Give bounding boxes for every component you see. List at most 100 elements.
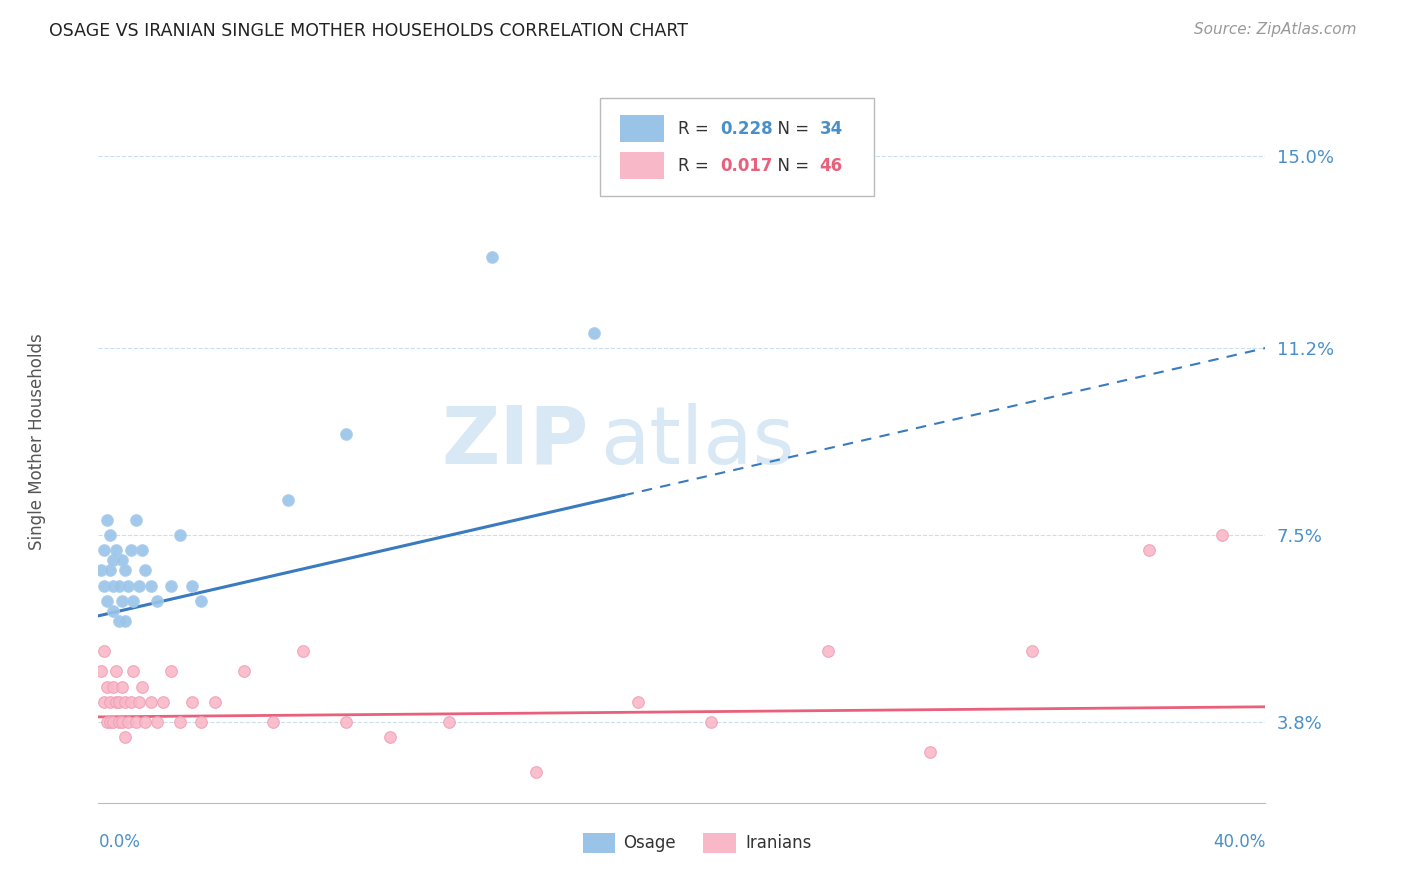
Point [131, 680, 153, 694]
Point [134, 563, 156, 577]
Point [817, 644, 839, 658]
Text: 0.228: 0.228 [720, 120, 773, 137]
Point [122, 665, 145, 679]
Point [114, 563, 136, 577]
Point [204, 695, 226, 709]
Point [96, 593, 118, 607]
Point [125, 714, 148, 729]
Point [120, 695, 142, 709]
Point [101, 714, 124, 729]
Point [101, 680, 124, 694]
Text: R =: R = [679, 120, 714, 137]
Point [152, 695, 174, 709]
Point [111, 593, 134, 607]
Text: 0.017: 0.017 [720, 156, 773, 175]
Point [93, 578, 115, 592]
Point [125, 513, 148, 527]
Point [117, 714, 139, 729]
Point [335, 427, 357, 442]
Point [233, 665, 256, 679]
Point [335, 714, 357, 729]
Text: Single Mother Households: Single Mother Households [28, 334, 46, 549]
Bar [703, 833, 735, 854]
Point [190, 714, 212, 729]
Point [128, 695, 150, 709]
Point [262, 714, 284, 729]
Point [101, 604, 124, 618]
Text: Source: ZipAtlas.com: Source: ZipAtlas.com [1194, 22, 1357, 37]
Point [291, 644, 314, 658]
Text: 0.0%: 0.0% [98, 833, 141, 851]
Point [1211, 528, 1233, 542]
Point [111, 680, 134, 694]
Point [93, 695, 115, 709]
Point [111, 714, 134, 729]
Text: 46: 46 [820, 156, 842, 175]
Point [277, 492, 299, 507]
Point [93, 644, 115, 658]
Text: 40.0%: 40.0% [1213, 833, 1265, 851]
Point [90, 665, 112, 679]
Text: 34: 34 [820, 120, 842, 137]
Text: Iranians: Iranians [745, 833, 811, 852]
Bar [582, 833, 616, 854]
Point [146, 593, 169, 607]
Point [101, 553, 124, 567]
Point [437, 714, 460, 729]
Point [98, 563, 121, 577]
Point [96, 680, 118, 694]
Point [134, 714, 156, 729]
Point [918, 745, 941, 759]
Point [380, 730, 402, 744]
Point [583, 326, 606, 340]
Point [128, 578, 150, 592]
Point [117, 578, 139, 592]
Point [114, 730, 136, 744]
Point [90, 563, 112, 577]
Point [98, 695, 121, 709]
Point [98, 714, 121, 729]
Point [180, 578, 202, 592]
Point [120, 543, 142, 558]
Point [96, 513, 118, 527]
Text: N =: N = [768, 120, 814, 137]
Point [139, 695, 162, 709]
Point [524, 765, 547, 780]
Text: atlas: atlas [600, 402, 794, 481]
Point [114, 695, 136, 709]
Point [104, 665, 127, 679]
Point [122, 593, 145, 607]
Point [101, 578, 124, 592]
Point [104, 543, 127, 558]
Point [104, 695, 127, 709]
Point [481, 250, 503, 264]
Point [169, 528, 191, 542]
FancyBboxPatch shape [600, 98, 875, 196]
Text: N =: N = [768, 156, 814, 175]
Point [190, 593, 212, 607]
Point [700, 714, 723, 729]
Text: R =: R = [679, 156, 714, 175]
Text: ZIP: ZIP [441, 402, 589, 481]
Point [108, 578, 131, 592]
Point [114, 614, 136, 628]
Point [627, 695, 650, 709]
Point [131, 543, 153, 558]
Point [1137, 543, 1160, 558]
Point [111, 553, 134, 567]
Text: OSAGE VS IRANIAN SINGLE MOTHER HOUSEHOLDS CORRELATION CHART: OSAGE VS IRANIAN SINGLE MOTHER HOUSEHOLD… [49, 22, 688, 40]
Point [180, 695, 202, 709]
Point [160, 665, 183, 679]
Point [93, 543, 115, 558]
Point [96, 714, 118, 729]
Bar [620, 115, 665, 143]
Point [1021, 644, 1043, 658]
Point [108, 695, 131, 709]
Point [139, 578, 162, 592]
Text: Osage: Osage [624, 833, 676, 852]
Bar [620, 152, 665, 179]
Point [98, 528, 121, 542]
Point [108, 614, 131, 628]
Point [108, 714, 131, 729]
Point [160, 578, 183, 592]
